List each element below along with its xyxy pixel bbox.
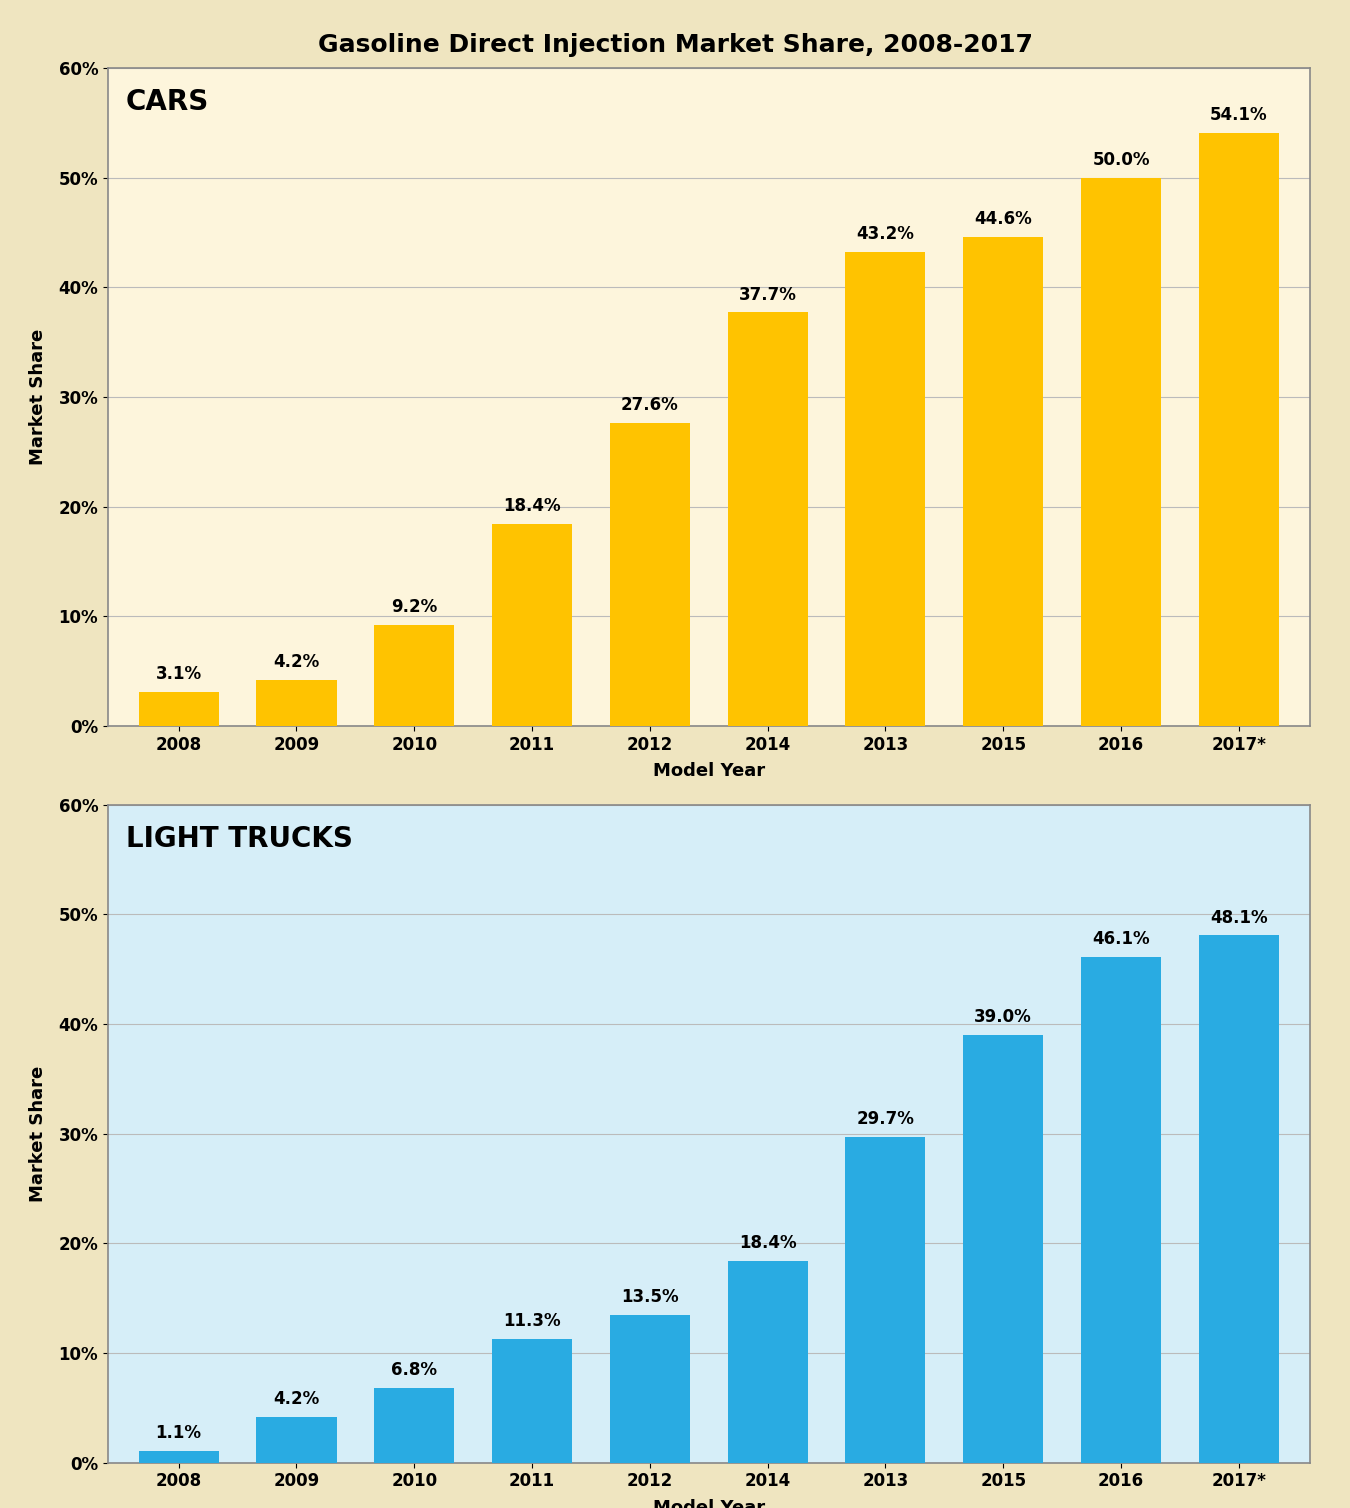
Text: 27.6%: 27.6% — [621, 397, 679, 415]
Text: 9.2%: 9.2% — [392, 599, 437, 617]
Bar — [845, 1137, 926, 1463]
Text: 13.5%: 13.5% — [621, 1288, 679, 1306]
Text: 50.0%: 50.0% — [1092, 151, 1150, 169]
Text: 3.1%: 3.1% — [155, 665, 201, 683]
Text: 44.6%: 44.6% — [975, 210, 1033, 228]
Text: 1.1%: 1.1% — [155, 1424, 201, 1442]
Bar — [610, 424, 690, 725]
Text: 4.2%: 4.2% — [273, 653, 320, 671]
Text: 48.1%: 48.1% — [1210, 908, 1268, 926]
Bar — [491, 1339, 572, 1463]
Bar — [845, 252, 926, 725]
Text: 54.1%: 54.1% — [1210, 106, 1268, 124]
Text: 46.1%: 46.1% — [1092, 930, 1150, 949]
Bar — [728, 312, 807, 725]
Text: CARS: CARS — [126, 87, 209, 116]
Y-axis label: Market Share: Market Share — [30, 329, 47, 464]
Text: 4.2%: 4.2% — [273, 1390, 320, 1408]
Bar — [374, 1389, 455, 1463]
Bar — [1081, 958, 1161, 1463]
Bar — [374, 624, 455, 725]
Y-axis label: Market Share: Market Share — [30, 1066, 47, 1202]
Text: 43.2%: 43.2% — [856, 225, 914, 243]
Bar — [256, 680, 336, 725]
Bar — [491, 525, 572, 725]
Text: 39.0%: 39.0% — [975, 1009, 1033, 1027]
Bar — [1081, 178, 1161, 725]
Text: LIGHT TRUCKS: LIGHT TRUCKS — [126, 825, 352, 852]
Bar — [139, 692, 219, 725]
Text: 6.8%: 6.8% — [392, 1362, 437, 1380]
Text: Gasoline Direct Injection Market Share, 2008-2017: Gasoline Direct Injection Market Share, … — [317, 33, 1033, 57]
Text: 29.7%: 29.7% — [856, 1110, 914, 1128]
Text: 18.4%: 18.4% — [738, 1234, 796, 1252]
Text: 37.7%: 37.7% — [738, 285, 796, 303]
Bar — [256, 1416, 336, 1463]
Bar — [610, 1315, 690, 1463]
X-axis label: Model Year: Model Year — [652, 762, 765, 780]
Bar — [1199, 133, 1278, 725]
X-axis label: Model Year: Model Year — [652, 1499, 765, 1508]
Text: 18.4%: 18.4% — [504, 498, 560, 516]
Text: 11.3%: 11.3% — [504, 1312, 560, 1330]
Bar — [728, 1261, 807, 1463]
Bar — [963, 1034, 1044, 1463]
Bar — [1199, 935, 1278, 1463]
Bar — [963, 237, 1044, 725]
Bar — [139, 1451, 219, 1463]
